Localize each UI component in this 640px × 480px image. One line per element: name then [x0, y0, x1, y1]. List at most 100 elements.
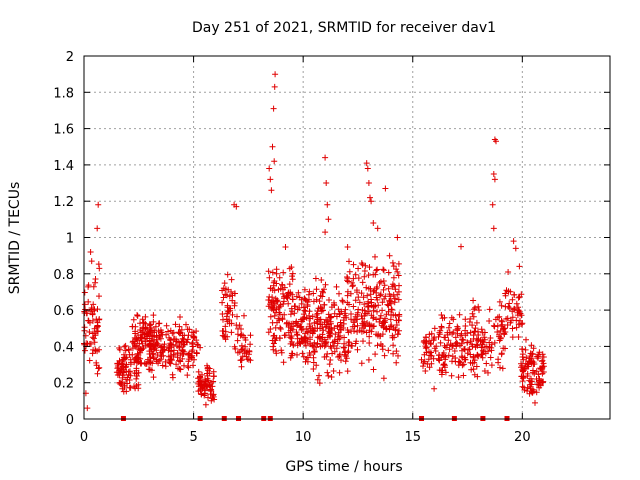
data-point	[288, 333, 295, 339]
y-tick-label: 1.4	[53, 159, 74, 174]
data-point	[355, 275, 362, 282]
data-point	[270, 105, 277, 112]
data-point	[352, 271, 359, 278]
data-point	[503, 316, 510, 322]
data-point	[324, 369, 331, 376]
data-point	[313, 286, 320, 293]
data-point	[270, 282, 277, 289]
data-point	[129, 345, 136, 352]
data-point	[273, 350, 280, 357]
data-point	[179, 348, 186, 355]
data-point	[315, 305, 322, 312]
data-point	[372, 271, 379, 278]
data-point	[85, 282, 92, 289]
data-point	[445, 352, 452, 359]
data-point	[137, 349, 144, 356]
data-point	[509, 334, 516, 341]
data-point	[348, 328, 355, 335]
data-point	[393, 359, 400, 366]
data-point	[359, 279, 366, 286]
data-point	[513, 324, 520, 331]
data-point	[333, 283, 340, 290]
data-point	[310, 290, 317, 297]
data-point	[176, 365, 183, 372]
data-point	[270, 298, 277, 305]
data-point	[539, 351, 546, 358]
data-point	[389, 306, 395, 313]
data-point	[370, 366, 377, 373]
data-point	[193, 328, 200, 335]
data-point	[306, 350, 313, 356]
data-point	[368, 312, 375, 319]
data-point	[470, 297, 477, 304]
data-point	[349, 342, 356, 349]
data-point	[473, 341, 480, 348]
data-point	[438, 312, 445, 318]
data-point	[87, 249, 94, 255]
data-point	[358, 313, 365, 320]
data-point	[470, 366, 477, 373]
data-point	[344, 244, 351, 250]
data-point	[516, 263, 523, 270]
data-point	[336, 290, 342, 297]
data-point	[471, 306, 477, 313]
data-point	[284, 295, 291, 302]
data-point	[320, 327, 327, 334]
data-point	[442, 344, 449, 351]
data-point	[327, 357, 334, 363]
data-point	[497, 327, 504, 334]
data-point	[438, 371, 445, 378]
data-point	[524, 370, 531, 377]
data-point	[126, 377, 133, 383]
data-point	[130, 316, 137, 323]
data-point	[515, 294, 522, 301]
data-point	[361, 273, 368, 280]
data-point	[382, 185, 389, 192]
data-point	[428, 360, 435, 367]
data-point	[143, 360, 150, 367]
data-point	[345, 339, 352, 345]
data-point	[396, 313, 403, 320]
data-point	[352, 297, 359, 304]
data-point	[392, 286, 399, 293]
y-tick-label: 1.8	[53, 86, 74, 101]
data-point	[90, 283, 97, 290]
data-points	[81, 71, 547, 421]
data-point	[347, 290, 354, 297]
data-point	[343, 353, 349, 360]
data-point	[337, 319, 344, 326]
data-point	[307, 341, 313, 348]
data-point	[390, 291, 397, 298]
data-point	[455, 362, 462, 369]
data-point	[271, 312, 278, 319]
data-point	[312, 325, 318, 332]
data-point	[132, 328, 139, 335]
data-point	[82, 306, 89, 313]
data-point	[95, 328, 101, 335]
data-point	[135, 381, 142, 388]
data-point	[363, 160, 370, 167]
data-point	[275, 286, 282, 293]
data-point	[495, 359, 502, 366]
data-point	[128, 359, 134, 366]
data-point	[389, 332, 396, 339]
data-point	[479, 347, 486, 354]
data-point	[322, 324, 329, 331]
data-point	[519, 346, 525, 352]
data-point	[325, 372, 332, 379]
data-point	[331, 348, 338, 355]
data-point	[179, 355, 186, 362]
data-point	[314, 341, 321, 348]
data-point	[299, 350, 306, 357]
data-point	[201, 390, 208, 397]
data-point	[121, 343, 128, 350]
data-point	[289, 270, 296, 277]
data-point	[134, 312, 141, 318]
data-point	[146, 338, 153, 345]
data-point	[391, 299, 398, 306]
data-point	[228, 276, 235, 283]
data-point	[481, 334, 488, 341]
data-point	[331, 325, 338, 332]
data-point	[330, 368, 337, 374]
data-point	[91, 339, 98, 346]
